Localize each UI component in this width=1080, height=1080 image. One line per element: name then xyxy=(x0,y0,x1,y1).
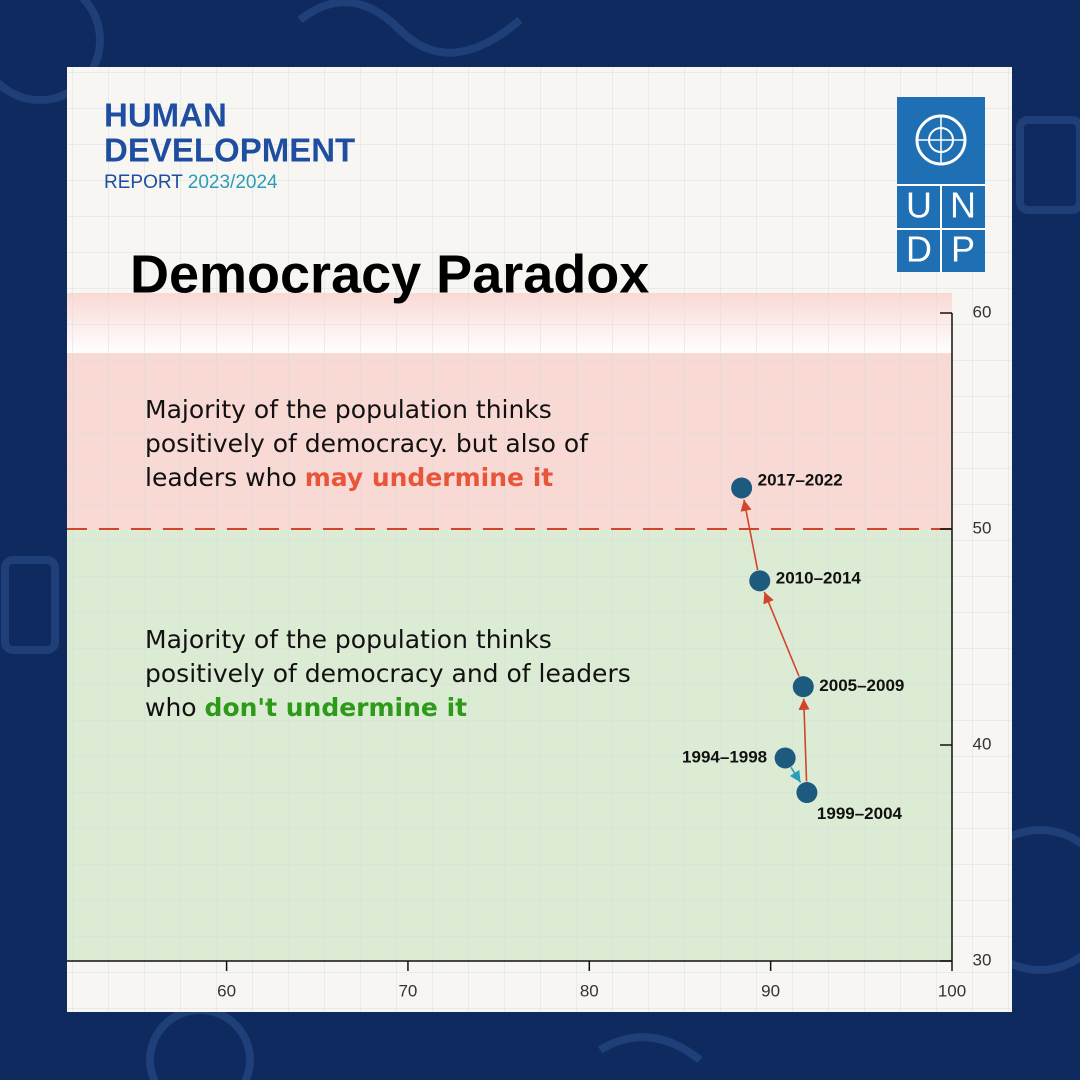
annotation-text: Majority of the population thinks positi… xyxy=(145,393,645,495)
y-tick-label: 40 xyxy=(973,734,992,753)
x-tick-label: 80 xyxy=(580,981,599,1000)
point xyxy=(731,477,753,499)
annotation-body: Majority of the population thinks positi… xyxy=(145,395,588,492)
point xyxy=(796,782,818,804)
x-tick-label: 70 xyxy=(398,981,417,1000)
point-label: 2010–2014 xyxy=(776,568,862,587)
point xyxy=(774,747,796,769)
arrow xyxy=(798,698,810,782)
point xyxy=(792,676,814,698)
x-tick-label: 60 xyxy=(217,981,236,1000)
annotation-highlight: may undermine it xyxy=(304,463,554,492)
y-tick-label: 60 xyxy=(973,302,992,321)
annotation-body: Majority of the population thinks positi… xyxy=(145,625,631,722)
annotation-text: Majority of the population thinks positi… xyxy=(145,623,645,725)
x-tick-label: 90 xyxy=(761,981,780,1000)
logo-letter: N xyxy=(950,185,976,226)
arrow xyxy=(763,591,800,677)
brand-report: REPORT 2023/2024 xyxy=(104,172,278,193)
x-tick-label: 100 xyxy=(938,981,966,1000)
chart-title: Democracy Paradox xyxy=(130,244,649,304)
annotation-highlight: don't undermine it xyxy=(204,693,468,722)
point-label: 2017–2022 xyxy=(758,470,843,489)
brand-line: HUMAN xyxy=(104,97,227,134)
logo-letter: U xyxy=(906,185,932,226)
logo-letter: P xyxy=(951,229,975,270)
point-label: 1994–1998 xyxy=(682,747,767,766)
annotation: Majority of the population thinks positi… xyxy=(145,623,645,725)
brand-line: DEVELOPMENT xyxy=(104,132,355,169)
point xyxy=(749,570,771,592)
undp-logo xyxy=(897,97,985,272)
annotation: Majority of the population thinks positi… xyxy=(145,393,645,495)
brand-report-word: REPORT xyxy=(104,172,183,193)
grid-pattern xyxy=(67,67,1012,1012)
logo-letter: D xyxy=(906,229,932,270)
arrow xyxy=(740,499,759,571)
brand-years: 2023/2024 xyxy=(188,172,278,193)
arrow xyxy=(789,766,802,783)
point-label: 1999–2004 xyxy=(817,804,903,823)
point-label: 2005–2009 xyxy=(819,676,904,695)
y-tick-label: 30 xyxy=(973,950,992,969)
y-tick-label: 50 xyxy=(973,518,992,537)
